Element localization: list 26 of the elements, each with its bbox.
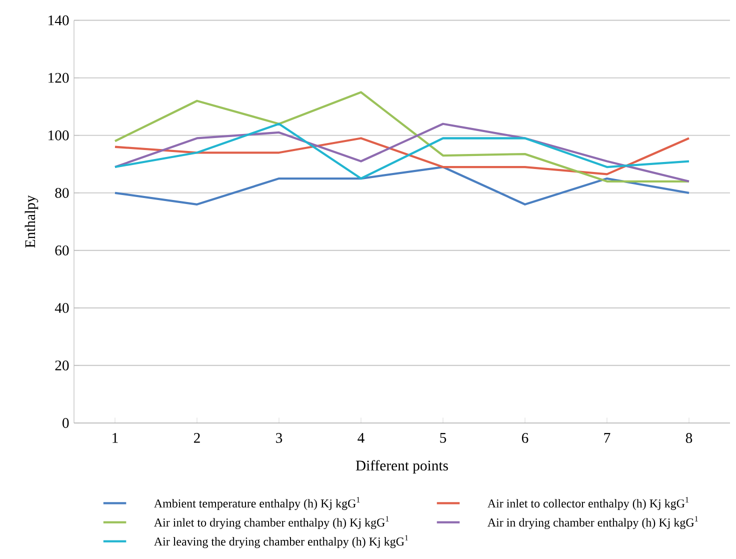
legend-label: Air inlet to drying chamber enthalpy (h) Kj kgG$^{1}$ bbox=[154, 516, 389, 530]
y-tick-label: 40 bbox=[54, 303, 69, 313]
x-tick-label: 6 bbox=[522, 433, 528, 443]
x-tick-label: 3 bbox=[276, 433, 282, 443]
y-axis-title: Enthalpy bbox=[24, 195, 38, 248]
x-tick-label: 7 bbox=[604, 433, 610, 443]
y-tick-label: 20 bbox=[55, 360, 69, 370]
y-tick-label: 140 bbox=[48, 15, 69, 26]
x-tick-label: 2 bbox=[194, 433, 200, 443]
y-tick-label: 0 bbox=[62, 418, 69, 428]
legend-label: Ambient temperature enthalpy (h) Kj kgG$^{1}$ bbox=[154, 497, 360, 510]
line-series bbox=[114, 137, 690, 176]
legend-label: Air in drying chamber enthalpy (h) Kj kgG$^{1}$ bbox=[488, 516, 698, 530]
line-series bbox=[114, 166, 690, 206]
x-tick-label: 8 bbox=[686, 433, 692, 443]
x-tick-label: 1 bbox=[112, 433, 118, 443]
line-series bbox=[114, 91, 690, 182]
y-tick-label: 60 bbox=[55, 245, 69, 256]
legend-label: Air inlet to collector enthalpy (h) Kj kgG$^{1}$ bbox=[488, 497, 688, 510]
x-axis-title: Different points bbox=[356, 460, 448, 474]
x-tick-label: 4 bbox=[358, 433, 364, 443]
y-tick-label: 120 bbox=[48, 72, 69, 83]
y-tick-label: 80 bbox=[55, 188, 69, 198]
x-tick-label: 5 bbox=[440, 433, 446, 443]
y-tick-label: 100 bbox=[48, 130, 69, 140]
legend-label: Air leaving the drying chamber enthalpy (h) Kj kgG$^{1}$ bbox=[154, 535, 408, 548]
